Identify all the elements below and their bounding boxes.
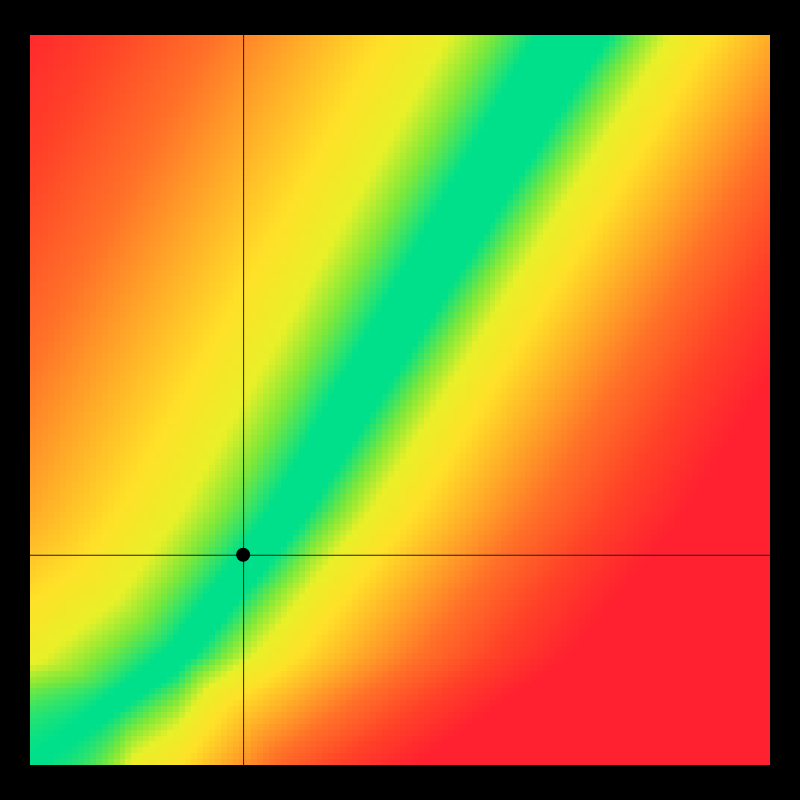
figure-container: TheBottleneck.com — [0, 0, 800, 800]
bottleneck-heatmap — [0, 0, 800, 800]
